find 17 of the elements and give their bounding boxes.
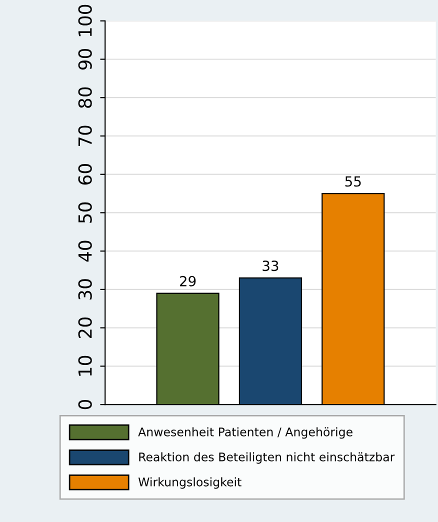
y-tick-label: 40 <box>78 240 92 262</box>
legend-label: Wirkungslosigkeit <box>138 477 242 489</box>
data-label: 55 <box>345 176 361 187</box>
y-tick-label: 0 <box>78 400 92 410</box>
y-tick-label: 10 <box>78 356 92 376</box>
y-tick-label: 60 <box>78 164 92 185</box>
legend-label: Anwesenheit Patienten / Angehörige <box>138 427 352 439</box>
y-tick-label: 50 <box>78 202 92 223</box>
data-label: 29 <box>180 276 196 286</box>
y-tick-label: 100 <box>78 4 92 36</box>
y-tick-label: 30 <box>78 279 92 300</box>
y-tick-label: 90 <box>78 48 92 70</box>
y-tick-label: 20 <box>78 318 92 338</box>
data-label: 33 <box>262 260 278 272</box>
legend-label: Reaktion des Beteiligten nicht einschätzbar <box>139 452 395 464</box>
y-tick-label: 70 <box>78 126 92 146</box>
y-tick-label: 80 <box>78 87 92 108</box>
